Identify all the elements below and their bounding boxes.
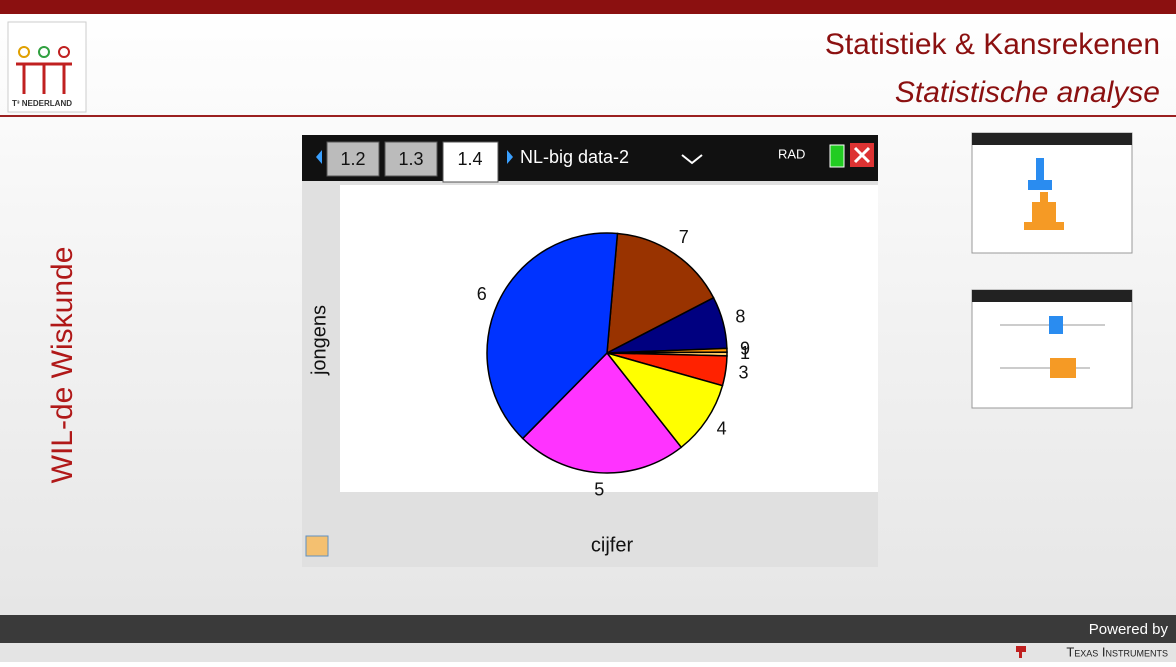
logo-box <box>7 21 87 113</box>
thumb-graphic <box>1016 192 1064 230</box>
pie-slice <box>521 351 683 474</box>
thumb-bar <box>972 290 1132 302</box>
thumb-graphic <box>1020 158 1060 190</box>
document-name: NL-big data-2 <box>520 147 629 167</box>
pie-slice <box>486 232 619 440</box>
tab-arrow <box>316 150 322 164</box>
slice-label: 5 <box>594 480 604 500</box>
thumbnail[interactable] <box>971 132 1133 254</box>
sidebar-title: WIL-de Wiskunde <box>46 247 79 484</box>
battery-icon <box>829 144 845 168</box>
thumb-graphic <box>1049 316 1063 334</box>
title: Statistiek & Kansrekenen <box>825 28 1160 61</box>
thumb-graphic <box>1050 358 1076 378</box>
powered-by: Powered by <box>1089 621 1169 638</box>
dropdown-icon[interactable] <box>681 154 703 165</box>
tab-label: 1.4 <box>457 149 482 169</box>
pie-slice <box>606 232 715 355</box>
slice-label: 1 <box>740 343 750 363</box>
logo-text: T³ NEDERLAND <box>12 99 72 108</box>
brand-logo <box>1016 646 1026 658</box>
pie: 7 8 913 4 5 6 <box>477 227 750 499</box>
thumb-frame <box>971 132 1133 254</box>
y-axis-label: jongens <box>308 305 330 376</box>
tab[interactable] <box>326 141 380 177</box>
pie-slice <box>604 351 724 449</box>
slice-label: 6 <box>477 284 487 304</box>
device-screen: 1.2 1.3 1.4 NL-big data-2 RAD jongens ci… <box>302 135 878 567</box>
thumbnail[interactable] <box>971 289 1133 409</box>
mode: RAD <box>778 146 805 161</box>
tab-label: 1.3 <box>398 149 423 169</box>
thumb-frame <box>971 289 1133 409</box>
slice-label: 3 <box>738 362 748 382</box>
footer-bar <box>0 615 1176 643</box>
logo-icon <box>18 46 30 58</box>
tab-arrow <box>507 150 513 164</box>
logo-icon <box>16 62 72 94</box>
top-bar <box>0 0 1176 14</box>
table-icon[interactable] <box>305 535 329 557</box>
tab[interactable] <box>384 141 438 177</box>
thumb-bar <box>972 133 1132 145</box>
tab-active[interactable] <box>442 141 499 183</box>
close-icon <box>853 146 871 164</box>
subtitle: Statistische analyse <box>895 76 1160 109</box>
slice-label: 8 <box>735 306 745 326</box>
slice-label: 7 <box>679 227 689 247</box>
slice-label: 4 <box>717 419 727 439</box>
x-axis-label: cijfer <box>591 534 634 556</box>
logo-icon <box>58 46 70 58</box>
tab-label: 1.2 <box>340 149 365 169</box>
brand: Texas Instruments <box>1066 644 1168 659</box>
slice-label: 9 <box>740 339 750 359</box>
logo-icon <box>38 46 50 58</box>
logo: T³ NEDERLAND <box>7 21 87 113</box>
